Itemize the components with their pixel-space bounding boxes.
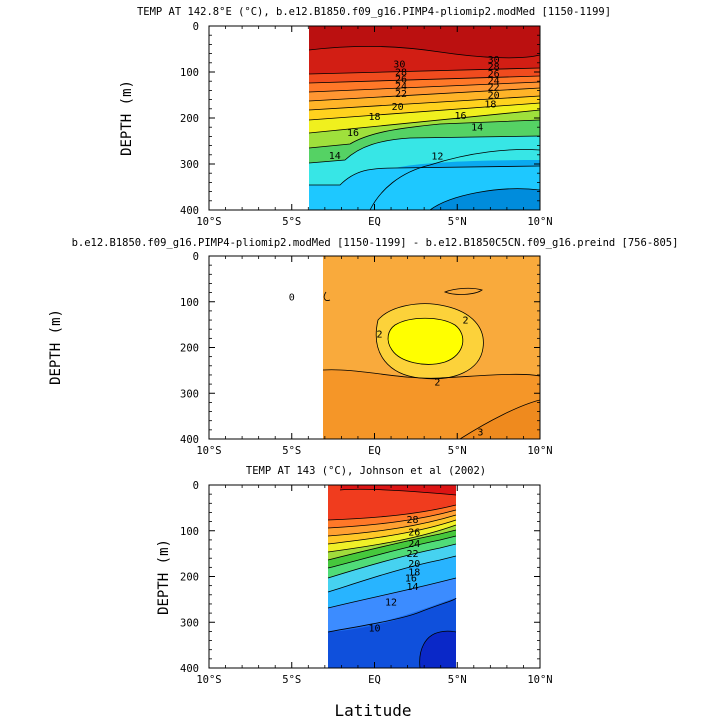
y-tick-label: 200 [180, 343, 199, 355]
contour-label: 16 [347, 128, 359, 139]
panel-2-axes: 10°S 5°S EQ 5°N 10°N 0 100 200 300 400 [180, 251, 553, 457]
contour-label: 20 [408, 559, 420, 570]
contour-label: 18 [368, 112, 380, 123]
panel-2: b.e12.B1850.f09_g16.PIMP4-pliomip2.modMe… [48, 237, 678, 457]
panel-1-title: TEMP AT 142.8°E (°C), b.e12.B1850.f09_g1… [137, 6, 611, 18]
y-tick-label: 100 [180, 67, 199, 79]
x-tick-label: EQ [368, 674, 381, 686]
y-tick-label: 300 [180, 388, 199, 400]
y-tick-label: 400 [180, 434, 199, 446]
contour-label: 14 [407, 582, 419, 593]
contour-label: 28 [407, 515, 419, 526]
contour-label: 22 [395, 89, 407, 100]
contour-label: 24 [408, 539, 420, 550]
y-tick-label: 0 [193, 21, 199, 33]
contour-label: 30 [488, 55, 500, 66]
contour-label: 24 [395, 81, 407, 92]
contour-label: 2 [434, 377, 440, 388]
y-tick-label: 200 [180, 572, 199, 584]
contour-label: 10 [368, 624, 380, 635]
x-tick-label: 10°S [196, 445, 221, 457]
contour-label: 16 [455, 111, 467, 122]
contour-label: 18 [484, 100, 496, 111]
x-tick-label: 5°S [282, 445, 301, 457]
contour-label: 14 [471, 123, 483, 134]
contour-label: 28 [395, 68, 407, 79]
y-tick-label: 400 [180, 663, 199, 675]
x-tick-label: 10°N [527, 216, 552, 228]
contour-label: 14 [329, 151, 341, 162]
contour-label: 18 [408, 567, 420, 578]
contour-label: 28 [488, 62, 500, 73]
x-tick-label: 10°N [527, 674, 552, 686]
panel-1-axes: 10°S 5°S EQ 5°N 10°N 0 100 200 300 400 [180, 21, 553, 228]
panel-3-field [327, 485, 457, 668]
y-tick-label: 300 [180, 159, 199, 171]
x-tick-label: 5°N [448, 674, 467, 686]
x-tick-label: 5°N [448, 216, 467, 228]
panel-1-ylabel: DEPTH (m) [119, 80, 135, 156]
x-tick-label: EQ [368, 216, 381, 228]
x-tick-label: 5°N [448, 445, 467, 457]
y-tick-label: 200 [180, 113, 199, 125]
y-tick-label: 300 [180, 617, 199, 629]
x-tick-label: 5°S [282, 216, 301, 228]
panel-2-ylabel: DEPTH (m) [48, 309, 64, 385]
y-tick-label: 100 [180, 526, 199, 538]
y-tick-label: 400 [180, 205, 199, 217]
y-tick-label: 100 [180, 297, 199, 309]
contour-label: 2 [463, 316, 469, 327]
y-tick-label: 0 [193, 480, 199, 492]
contour-label: 30 [393, 60, 405, 71]
x-tick-label: 5°S [282, 674, 301, 686]
panel-3-ylabel: DEPTH (m) [156, 539, 172, 615]
contour-label: 24 [488, 76, 500, 87]
panel-1-field [308, 26, 540, 210]
contour-label: 20 [488, 91, 500, 102]
x-tick-label: 10°N [527, 445, 552, 457]
contour-label: 26 [488, 69, 500, 80]
contour-label: 12 [431, 152, 443, 163]
panel-1: TEMP AT 142.8°E (°C), b.e12.B1850.f09_g1… [119, 6, 611, 228]
contour-label: 16 [405, 573, 417, 584]
contour-label: 20 [392, 102, 404, 113]
x-axis-label: Latitude [334, 701, 411, 720]
panel-2-title: b.e12.B1850.f09_g16.PIMP4-pliomip2.modMe… [72, 237, 679, 249]
contour-label: 22 [488, 83, 500, 94]
contour-label: 12 [385, 598, 397, 609]
contour-label: 26 [408, 528, 420, 539]
panel-3-axes: 10°S 5°S EQ 5°N 10°N 0 100 200 300 400 [180, 480, 553, 686]
panel-3: TEMP AT 143 (°C), Johnson et al (2002) [156, 465, 553, 686]
contour-label: 22 [407, 549, 419, 560]
y-tick-label: 0 [193, 251, 199, 263]
x-tick-label: 10°S [196, 674, 221, 686]
panel-2-contour-labels: 0 2 2 2 3 [289, 293, 484, 439]
contour-label: 26 [395, 74, 407, 85]
x-tick-label: EQ [368, 445, 381, 457]
contour-label: 0 [289, 293, 295, 304]
contour-label: 2 [376, 329, 382, 340]
panel-3-title: TEMP AT 143 (°C), Johnson et al (2002) [246, 465, 486, 477]
contour-label: 3 [477, 428, 483, 439]
panel-2-field [322, 256, 540, 439]
x-tick-label: 10°S [196, 216, 221, 228]
